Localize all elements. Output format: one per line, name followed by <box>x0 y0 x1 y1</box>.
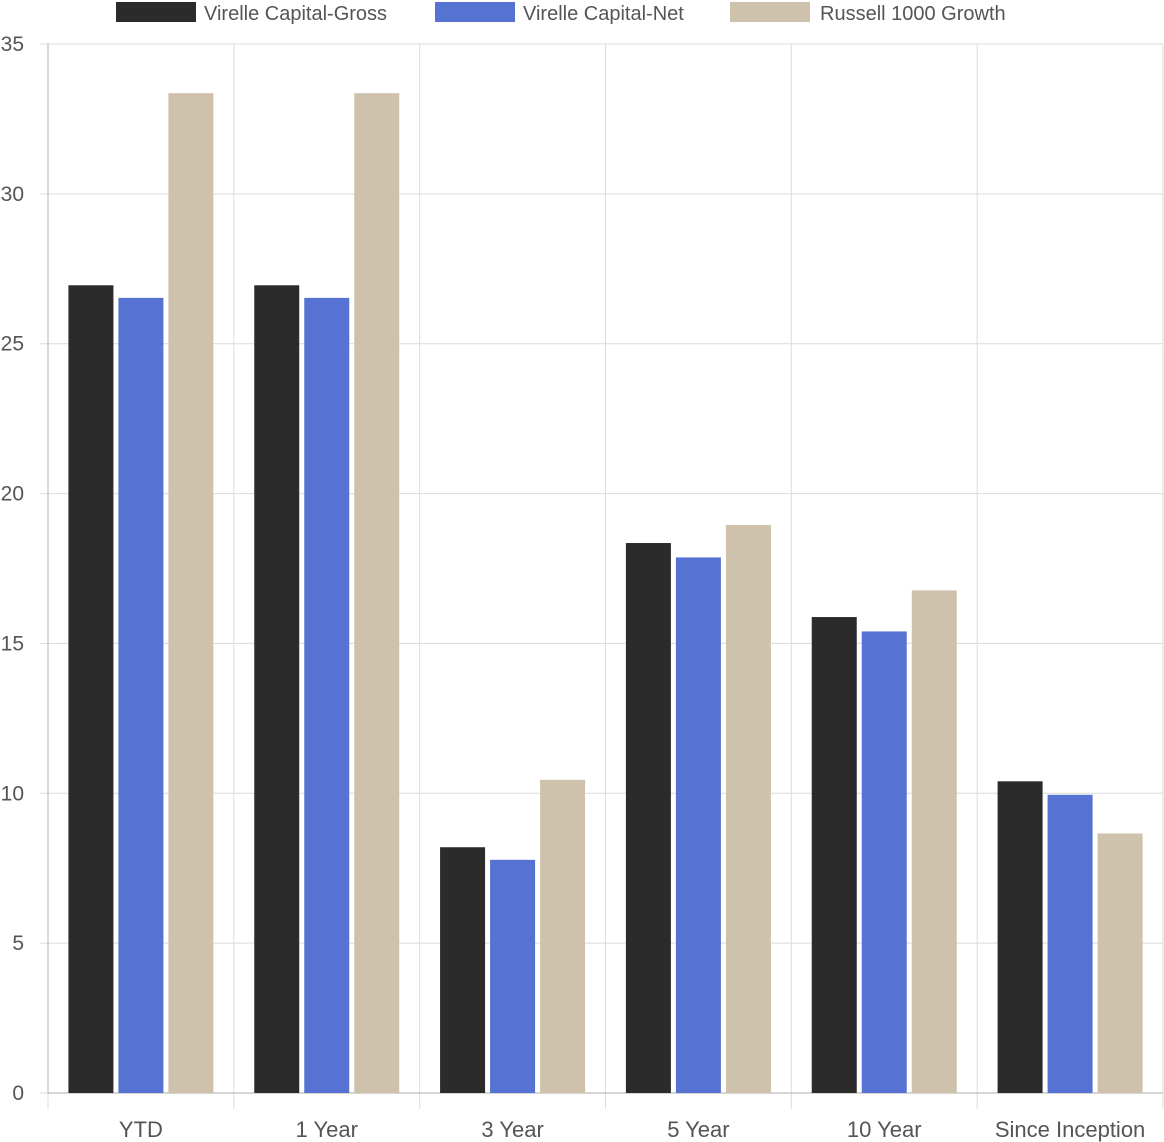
x-tick-label: 1 Year <box>296 1117 358 1142</box>
x-tick-label: 5 Year <box>667 1117 729 1142</box>
bar-russell-1000-growth-since-inception[interactable] <box>1097 833 1143 1093</box>
y-tick-label: 30 <box>1 183 24 206</box>
bar-russell-1000-growth-10-year[interactable] <box>911 590 957 1093</box>
legend-item[interactable]: Russell 1000 Growth <box>730 2 1006 25</box>
x-tick-label: Since Inception <box>995 1117 1145 1142</box>
bar-virelle-capital-gross-10-year[interactable] <box>811 617 857 1093</box>
bar-russell-1000-growth-3-year[interactable] <box>540 779 586 1093</box>
bar-russell-1000-growth-ytd[interactable] <box>168 93 214 1094</box>
bar-virelle-capital-net-since-inception[interactable] <box>1047 794 1093 1093</box>
x-tick-label: 10 Year <box>847 1117 922 1142</box>
legend-swatch <box>116 2 196 22</box>
bar-russell-1000-growth-1-year[interactable] <box>354 93 400 1094</box>
legend-item[interactable]: Virelle Capital-Gross <box>116 2 387 25</box>
y-tick-label: 15 <box>1 632 24 655</box>
bar-virelle-capital-gross-since-inception[interactable] <box>997 781 1043 1093</box>
y-tick-label: 0 <box>12 1082 24 1105</box>
x-tick-label: YTD <box>119 1117 163 1142</box>
axes: 0 5 10 15 20 25 30 35 YTD 1 Year 3 Year 5 Year 10 Ye… <box>1 33 1163 1142</box>
bar-virelle-capital-net-1-year[interactable] <box>304 297 350 1093</box>
legend-label: Russell 1000 Growth <box>820 3 1006 25</box>
legend-label: Virelle Capital-Gross <box>204 3 387 25</box>
legend-label: Virelle Capital-Net <box>523 3 684 25</box>
y-tick-label: 25 <box>1 333 24 356</box>
bar-virelle-capital-gross-1-year[interactable] <box>254 285 300 1093</box>
grid-lines <box>40 43 1164 1109</box>
bar-virelle-capital-net-3-year[interactable] <box>490 859 536 1093</box>
y-tick-label: 20 <box>1 483 24 506</box>
bar-virelle-capital-gross-3-year[interactable] <box>440 847 486 1093</box>
bar-virelle-capital-gross-5-year[interactable] <box>625 543 671 1093</box>
legend-swatch <box>730 2 810 22</box>
legend[interactable]: Virelle Capital-Gross Virelle Capital-Net… <box>116 2 1006 25</box>
bar-virelle-capital-gross-ytd[interactable] <box>68 285 114 1093</box>
bar-virelle-capital-net-ytd[interactable] <box>118 297 164 1093</box>
bar-russell-1000-growth-5-year[interactable] <box>725 525 771 1093</box>
x-tick-label: 3 Year <box>481 1117 543 1142</box>
bar-virelle-capital-net-10-year[interactable] <box>861 631 907 1093</box>
y-tick-label: 10 <box>1 782 24 805</box>
bars <box>68 93 1143 1094</box>
bar-virelle-capital-net-5-year[interactable] <box>675 557 721 1093</box>
legend-swatch <box>435 2 515 22</box>
legend-item[interactable]: Virelle Capital-Net <box>435 2 684 25</box>
y-tick-label: 35 <box>1 33 24 56</box>
y-tick-label: 5 <box>12 932 24 955</box>
